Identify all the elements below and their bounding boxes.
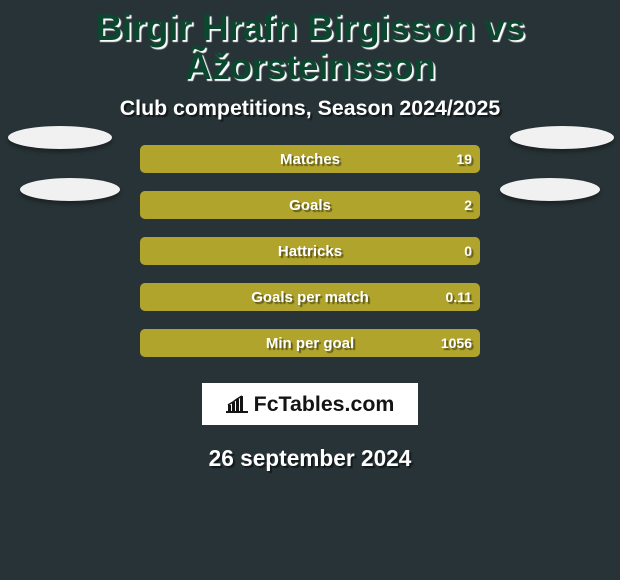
right-photo-placeholder — [500, 178, 600, 201]
stat-bar: Goals 2 — [140, 191, 480, 219]
stat-row: Matches 19 — [0, 145, 620, 173]
barchart-icon — [226, 395, 248, 413]
stat-label: Hattricks — [278, 243, 342, 260]
source-badge: FcTables.com — [202, 383, 418, 425]
stat-value-right: 2 — [464, 197, 472, 213]
right-photo-placeholder — [510, 126, 614, 149]
stat-value-right: 0 — [464, 243, 472, 259]
stat-bar: Goals per match 0.11 — [140, 283, 480, 311]
stat-row: Goals per match 0.11 — [0, 283, 620, 311]
stat-value-right: 0.11 — [446, 289, 472, 305]
left-photo-placeholder — [8, 126, 112, 149]
stat-label: Min per goal — [266, 335, 354, 352]
stat-label: Goals — [289, 197, 331, 214]
stat-label: Goals per match — [251, 289, 369, 306]
stat-value-right: 1056 — [441, 335, 472, 351]
left-photo-placeholder — [20, 178, 120, 201]
stat-bar: Matches 19 — [140, 145, 480, 173]
snapshot-date: 26 september 2024 — [0, 445, 620, 472]
source-badge-text: FcTables.com — [254, 392, 395, 417]
stat-bar: Min per goal 1056 — [140, 329, 480, 357]
stats-list: Matches 19 Goals 2 Hattricks 0 Goals per match… — [0, 145, 620, 357]
page-title: Birgir Hrafn Birgisson vs Ãžorsteinsson — [0, 8, 620, 96]
subtitle: Club competitions, Season 2024/2025 — [0, 96, 620, 121]
stat-bar: Hattricks 0 — [140, 237, 480, 265]
stat-label: Matches — [280, 151, 340, 168]
comparison-card: Birgir Hrafn Birgisson vs Ãžorsteinsson … — [0, 0, 620, 580]
stat-row: Min per goal 1056 — [0, 329, 620, 357]
stat-row: Hattricks 0 — [0, 237, 620, 265]
stat-value-right: 19 — [456, 151, 472, 167]
